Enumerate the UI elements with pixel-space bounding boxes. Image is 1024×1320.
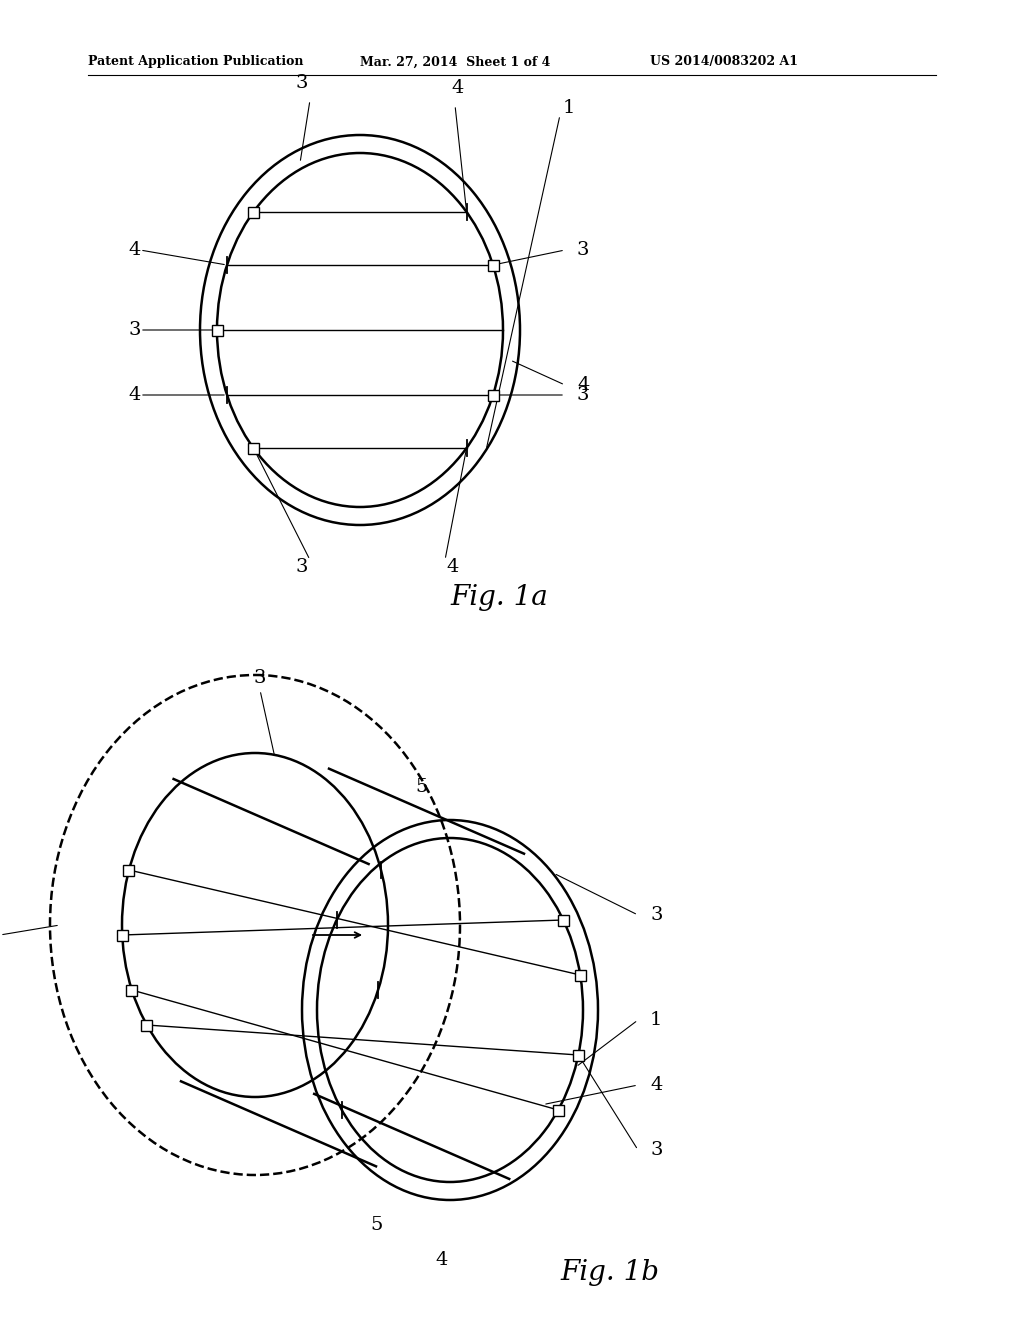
Text: 5: 5 <box>370 1216 382 1234</box>
Bar <box>248 442 259 454</box>
Text: 4: 4 <box>128 242 140 259</box>
Text: 4: 4 <box>650 1076 663 1094</box>
Text: 4: 4 <box>577 376 590 393</box>
Text: 3: 3 <box>577 242 590 259</box>
Bar <box>553 1105 563 1115</box>
Text: 4: 4 <box>452 79 464 96</box>
Bar <box>558 915 569 925</box>
Bar <box>212 325 222 335</box>
Text: 3: 3 <box>296 74 308 92</box>
Text: 5: 5 <box>415 777 427 796</box>
Bar <box>126 985 137 995</box>
Text: 3: 3 <box>650 906 663 924</box>
Bar <box>248 206 259 218</box>
Text: 1: 1 <box>563 99 575 117</box>
Text: US 2014/0083202 A1: US 2014/0083202 A1 <box>650 55 798 69</box>
Text: Fig. 1a: Fig. 1a <box>450 583 548 611</box>
Text: Fig. 1b: Fig. 1b <box>560 1259 659 1286</box>
Text: 4: 4 <box>128 385 140 404</box>
Text: 3: 3 <box>650 1140 663 1159</box>
Text: 4: 4 <box>446 558 459 576</box>
Text: 3: 3 <box>577 385 590 404</box>
Text: Mar. 27, 2014  Sheet 1 of 4: Mar. 27, 2014 Sheet 1 of 4 <box>360 55 550 69</box>
Text: 4: 4 <box>435 1251 447 1269</box>
Bar <box>117 929 128 940</box>
Text: 3: 3 <box>296 558 308 576</box>
Text: Patent Application Publication: Patent Application Publication <box>88 55 303 69</box>
Bar <box>487 260 499 271</box>
Bar <box>141 1019 153 1031</box>
Bar <box>574 969 586 981</box>
Text: 3: 3 <box>254 669 266 686</box>
Bar <box>487 389 499 400</box>
Text: 3: 3 <box>128 321 140 339</box>
Bar <box>124 865 134 875</box>
Text: 1: 1 <box>650 1011 663 1030</box>
Bar <box>572 1049 584 1060</box>
